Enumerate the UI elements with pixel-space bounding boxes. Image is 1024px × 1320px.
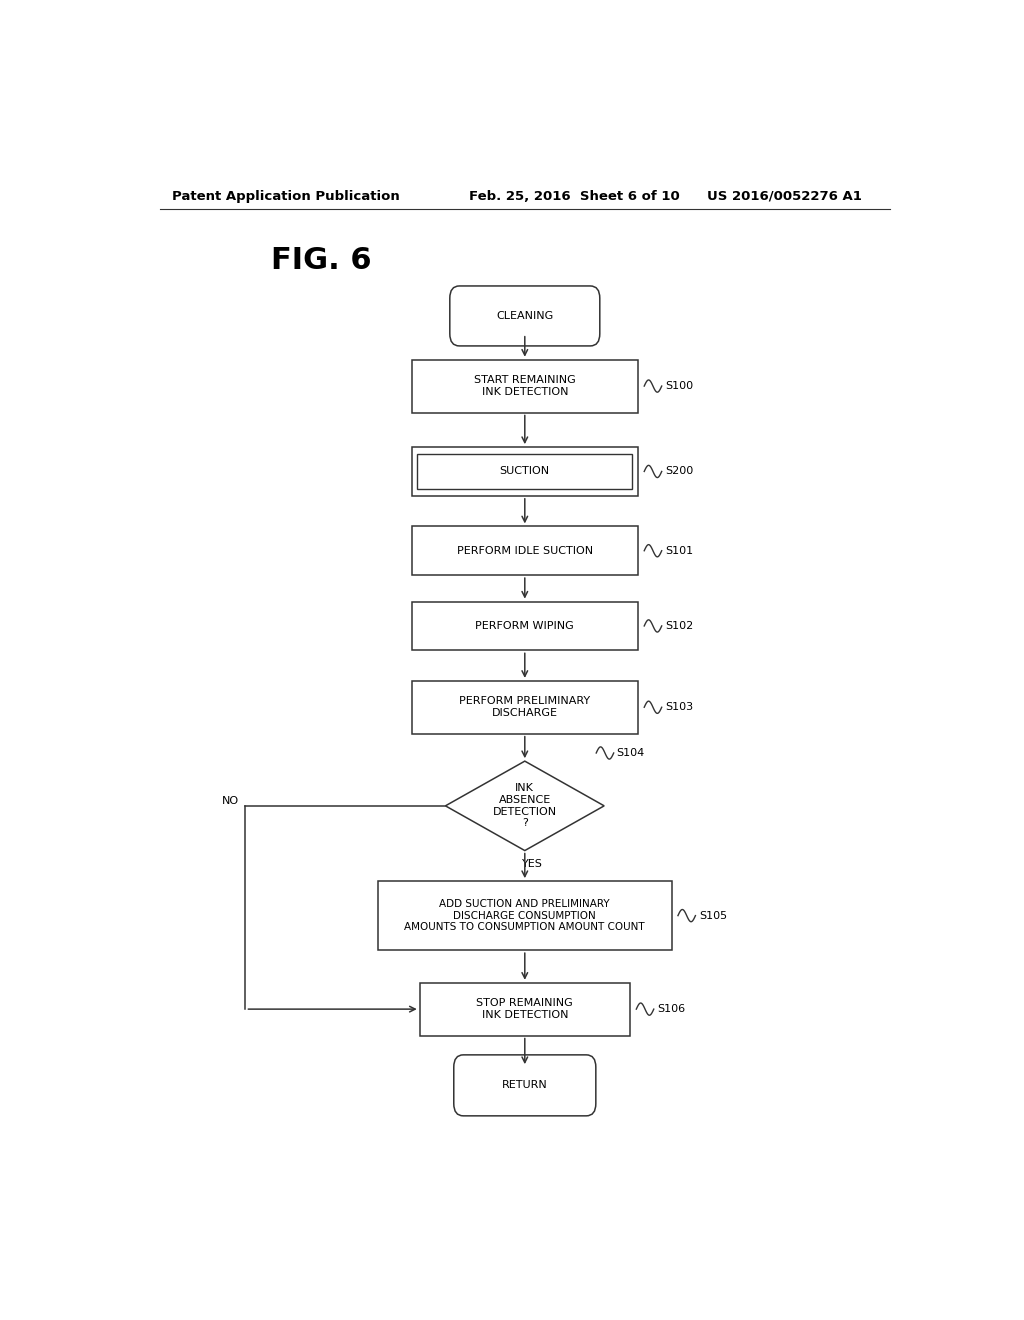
Text: PERFORM IDLE SUCTION: PERFORM IDLE SUCTION xyxy=(457,545,593,556)
FancyBboxPatch shape xyxy=(454,1055,596,1115)
Bar xyxy=(412,359,638,412)
Text: S105: S105 xyxy=(699,911,727,920)
Bar xyxy=(378,880,672,950)
Bar xyxy=(412,602,638,651)
Text: FIG. 6: FIG. 6 xyxy=(270,246,372,275)
FancyBboxPatch shape xyxy=(450,286,600,346)
Bar xyxy=(412,681,638,734)
Text: RETURN: RETURN xyxy=(502,1080,548,1090)
Text: CLEANING: CLEANING xyxy=(497,312,553,321)
Text: S102: S102 xyxy=(666,620,694,631)
Text: PERFORM PRELIMINARY
DISCHARGE: PERFORM PRELIMINARY DISCHARGE xyxy=(459,697,591,718)
Text: US 2016/0052276 A1: US 2016/0052276 A1 xyxy=(708,190,862,202)
Text: S104: S104 xyxy=(616,748,644,758)
Text: S100: S100 xyxy=(666,381,694,391)
Bar xyxy=(412,447,638,496)
Text: PERFORM WIPING: PERFORM WIPING xyxy=(475,620,574,631)
Polygon shape xyxy=(445,762,604,850)
Text: YES: YES xyxy=(522,859,543,869)
Text: SUCTION: SUCTION xyxy=(500,466,550,477)
Text: Patent Application Publication: Patent Application Publication xyxy=(172,190,399,202)
Bar xyxy=(420,982,630,1036)
Bar xyxy=(417,454,633,488)
Text: STOP REMAINING
INK DETECTION: STOP REMAINING INK DETECTION xyxy=(476,998,573,1020)
Bar xyxy=(412,527,638,576)
Text: ADD SUCTION AND PRELIMINARY
DISCHARGE CONSUMPTION
AMOUNTS TO CONSUMPTION AMOUNT : ADD SUCTION AND PRELIMINARY DISCHARGE CO… xyxy=(404,899,645,932)
Text: INK
ABSENCE
DETECTION
?: INK ABSENCE DETECTION ? xyxy=(493,784,557,828)
Text: S200: S200 xyxy=(666,466,694,477)
Text: Feb. 25, 2016  Sheet 6 of 10: Feb. 25, 2016 Sheet 6 of 10 xyxy=(469,190,680,202)
Text: S103: S103 xyxy=(666,702,694,713)
Text: START REMAINING
INK DETECTION: START REMAINING INK DETECTION xyxy=(474,375,575,397)
Text: S106: S106 xyxy=(657,1005,686,1014)
Text: S101: S101 xyxy=(666,545,694,556)
Text: NO: NO xyxy=(222,796,239,805)
